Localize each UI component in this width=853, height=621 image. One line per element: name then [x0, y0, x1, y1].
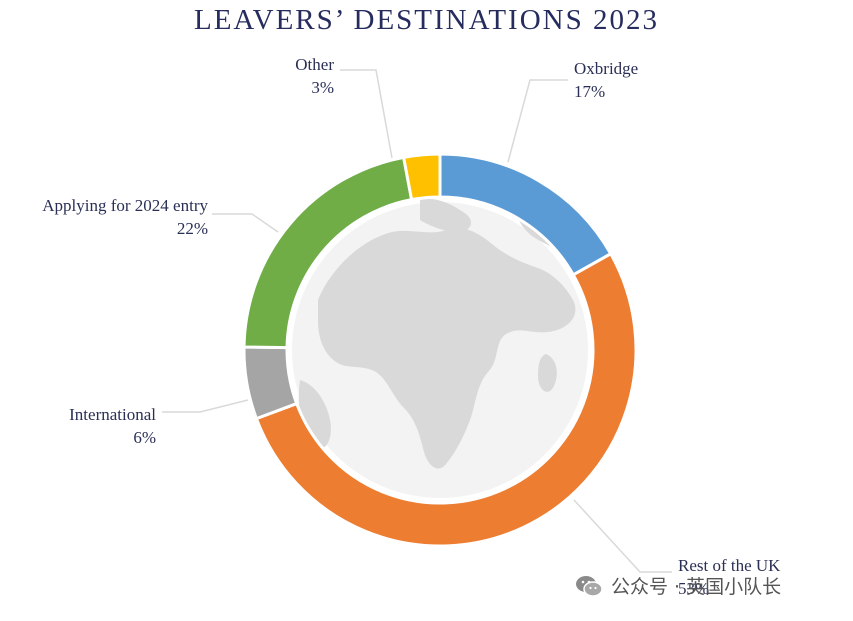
donut-slices [242, 152, 638, 548]
leader-line [212, 213, 279, 233]
globe-icon [292, 198, 588, 498]
slice-value-label: 17% [574, 82, 605, 101]
leader-lines [162, 69, 672, 573]
slice-value-label: 3% [311, 78, 334, 97]
slice-other [401, 152, 442, 202]
slice-label: Rest of the UK [678, 556, 781, 575]
slice-label: Other [295, 55, 334, 74]
leader-line [573, 499, 672, 573]
chart-title: LEAVERS’ DESTINATIONS 2023 [194, 4, 659, 36]
slice-international [242, 345, 299, 421]
leader-line [340, 69, 393, 159]
slice-value-label: 6% [133, 428, 156, 447]
wechat-icon [576, 575, 603, 597]
slice-label: International [69, 405, 156, 424]
slice-label: Oxbridge [574, 59, 638, 78]
watermark: 公众号 · 英国小队长 [575, 572, 781, 599]
slice-labels: Oxbridge 17% Rest of the UK 53% Internationa… [42, 55, 781, 598]
leader-line [507, 79, 568, 163]
slice-value-label: 53% [678, 579, 709, 598]
slice-value-label: 22% [177, 219, 208, 238]
slice-label: Applying for 2024 entry [42, 196, 208, 215]
leader-line [162, 399, 249, 413]
slice-rest-of-the-uk [254, 251, 638, 548]
watermark-text: 公众号 · 英国小队长 [611, 576, 782, 598]
